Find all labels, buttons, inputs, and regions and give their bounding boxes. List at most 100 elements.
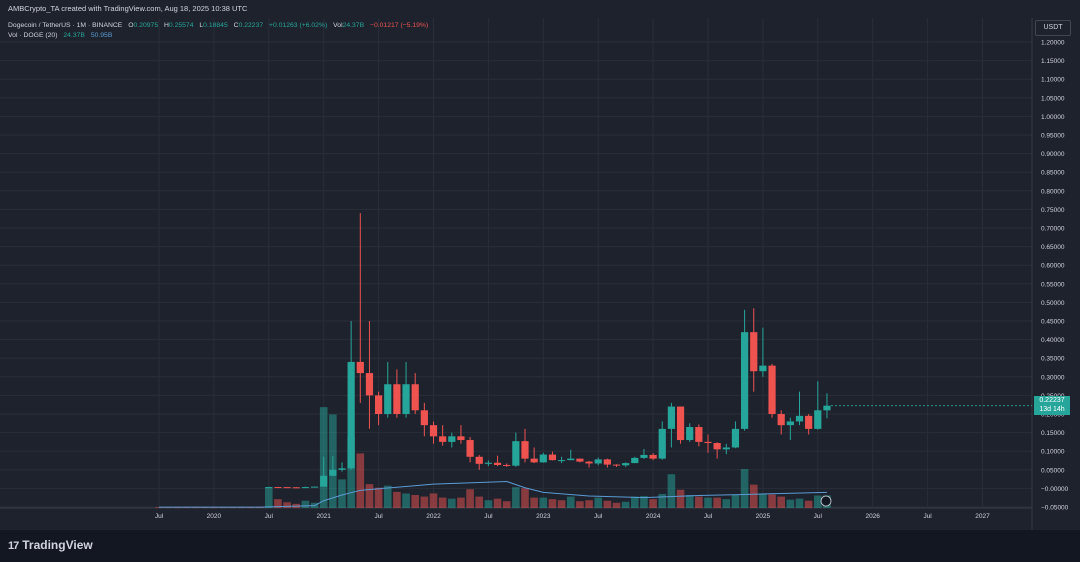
x-tick-label: 2025: [756, 513, 771, 520]
volume-bar: [795, 498, 804, 508]
volume-bar: [685, 495, 694, 508]
y-tick-label: 0.90000: [1041, 151, 1065, 158]
candle-body: [521, 441, 529, 459]
x-tick-label: 2027: [975, 513, 990, 520]
candle-body: [823, 405, 831, 411]
x-tick-label: 2022: [426, 513, 441, 520]
volume-bar: [777, 496, 785, 508]
currency-button[interactable]: USDT: [1035, 20, 1071, 36]
volume-bar: [457, 497, 465, 508]
y-tick-label: 0.30000: [1041, 374, 1065, 381]
countdown-value: 13d 14h: [1039, 406, 1065, 414]
candle-body: [493, 462, 502, 465]
y-tick-label: 0.05000: [1041, 467, 1065, 474]
x-tick-label: Jul: [814, 513, 823, 520]
volume-bar: [356, 453, 365, 508]
x-tick-label: 2021: [316, 513, 331, 520]
x-tick-label: Jul: [704, 513, 713, 520]
last-price-value: 0.22237: [1039, 397, 1065, 405]
high-label: H: [164, 22, 169, 29]
candle-body: [512, 441, 520, 466]
volume-bar: [621, 501, 630, 508]
candle-body: [814, 410, 822, 429]
candle-body: [777, 414, 785, 426]
x-tick-label: 2026: [865, 513, 880, 520]
candle-body: [439, 436, 447, 442]
candle-body: [576, 458, 584, 462]
volume-bar: [603, 500, 612, 508]
chart-pane[interactable]: 1.20000 1.15000 1.10000 1.05000 1.00000 0.950…: [0, 18, 1080, 530]
volume-bar: [594, 497, 602, 508]
chart-legend: Dogecoin / TetherUS · 1M · BINANCE O0.20…: [8, 21, 428, 41]
x-tick-label: Jul: [923, 513, 932, 520]
candle-body: [695, 427, 703, 442]
volume-bar: [475, 496, 484, 508]
close-value: 0.22237: [238, 22, 264, 29]
candle-body: [795, 415, 804, 422]
volume-series-label[interactable]: Vol · DOGE (20): [8, 32, 58, 39]
candle-body: [320, 475, 328, 487]
x-tick-label: 2020: [207, 513, 222, 520]
volume-bar: [393, 491, 401, 508]
y-tick-label: −0.05000: [1041, 505, 1069, 512]
volume-bar: [759, 493, 767, 508]
low-value: 0.18845: [203, 22, 228, 29]
volume-bar: [530, 497, 538, 508]
volume-bar: [695, 496, 703, 508]
vol-label: Vol: [333, 22, 343, 29]
volume-bar: [804, 500, 813, 508]
candle-body: [292, 487, 300, 489]
volume-bar: [402, 493, 410, 508]
volume-bar: [493, 498, 502, 508]
volume-bar: [667, 474, 676, 508]
scroll-to-realtime-icon: [820, 495, 832, 507]
y-tick-label: 0.95000: [1041, 133, 1065, 140]
volume-bar: [274, 499, 282, 508]
y-tick-label: 1.10000: [1041, 77, 1065, 84]
volume-bar: [502, 501, 511, 508]
change-value: +0.01263 (+6.02%): [269, 22, 328, 29]
volume-bar: [438, 497, 447, 508]
tradingview-logo[interactable]: 17 TradingView: [8, 538, 93, 552]
y-tick-label: 0.60000: [1041, 263, 1065, 270]
legend-row-volume: Vol · DOGE (20) 24.37B 50.95B: [8, 31, 428, 41]
close-label: C: [233, 22, 239, 29]
tradingview-logo-text: TradingView: [22, 538, 93, 552]
candle-body: [301, 487, 309, 489]
footer: 17 TradingView: [0, 530, 1080, 562]
y-tick-label: 0.65000: [1041, 244, 1065, 251]
volume-bar: [420, 496, 429, 508]
candle-body: [558, 460, 566, 462]
candle-body: [722, 447, 730, 450]
candle-body: [338, 468, 346, 470]
volume-bar: [731, 495, 740, 508]
candle-body: [402, 384, 410, 414]
volume-bar: [301, 500, 310, 508]
candle-body: [686, 427, 694, 441]
y-tick-label: 1.20000: [1041, 40, 1065, 47]
open-value: 0.20975: [133, 22, 159, 29]
volume-bar: [658, 493, 667, 508]
volume-bar: [713, 497, 721, 508]
volume-series-value: 24.37B: [63, 32, 85, 39]
volume-bar: [521, 488, 529, 508]
volume-bar: [383, 485, 392, 508]
volume-bar: [631, 496, 639, 508]
symbol-title[interactable]: Dogecoin / TetherUS · 1M · BINANCE: [8, 22, 123, 29]
open-label: O: [128, 22, 134, 29]
last-price-label: 0.22237 13d 14h: [1034, 396, 1070, 416]
candle-body: [530, 458, 538, 463]
x-tick-label: Jul: [374, 513, 383, 520]
candle-body: [741, 332, 749, 429]
candle-body: [750, 332, 758, 372]
y-tick-label: 0.55000: [1041, 281, 1065, 288]
volume-bar: [283, 502, 291, 508]
candle-body: [603, 459, 611, 465]
volume-bar: [814, 495, 822, 508]
vol-value: 24.37B: [342, 22, 365, 29]
candle-body: [786, 421, 794, 426]
volume-bar: [539, 497, 548, 508]
candle-body: [420, 410, 428, 426]
chart-canvas[interactable]: 1.20000 1.15000 1.10000 1.05000 1.00000 0.950…: [0, 18, 1080, 530]
volume-bar: [338, 479, 346, 508]
